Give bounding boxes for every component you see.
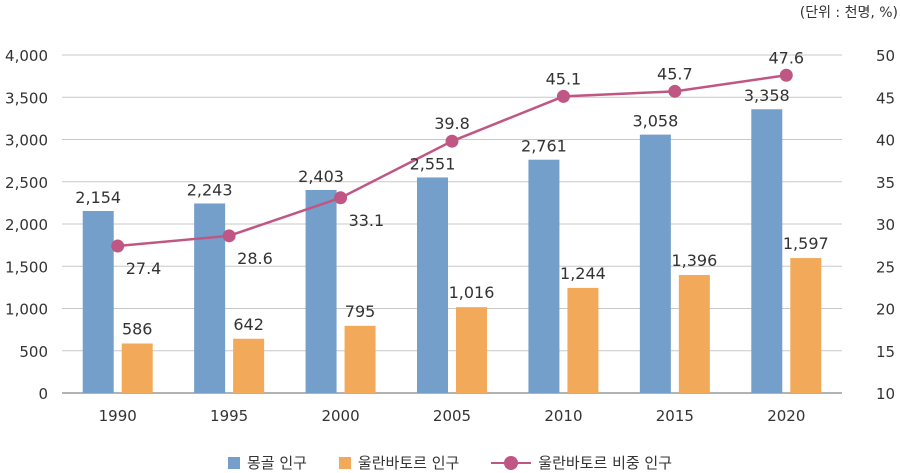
- legend-item-share: 울란바토르 비중 인구: [491, 452, 672, 473]
- data-label-share: 39.8: [434, 114, 470, 133]
- x-tick-label: 1990: [99, 407, 137, 425]
- bar-ulaanbaatar: [233, 338, 265, 393]
- y-right-tick-label: 20: [876, 301, 895, 319]
- bar-mongolia: [751, 109, 783, 394]
- legend-swatch-mongolia: [227, 456, 240, 469]
- bar-ulaanbaatar: [344, 325, 376, 393]
- share-point: [334, 191, 348, 205]
- y-left-tick-label: 2,000: [5, 216, 48, 234]
- share-point: [222, 229, 236, 243]
- legend-swatch-share: [491, 455, 532, 470]
- bar-mongolia: [528, 159, 560, 393]
- data-label-mongolia: 2,403: [298, 167, 344, 186]
- y-right-tick-label: 45: [876, 89, 895, 107]
- data-label-ulaanbaatar: 1,396: [671, 251, 717, 270]
- x-tick-label: 2000: [321, 407, 359, 425]
- data-label-share: 27.4: [126, 259, 162, 278]
- bar-ulaanbaatar: [121, 343, 153, 393]
- data-label-ulaanbaatar: 1,597: [783, 234, 829, 253]
- share-point: [556, 89, 570, 103]
- data-label-mongolia: 2,243: [187, 180, 233, 199]
- x-tick-label: 2005: [433, 407, 471, 425]
- y-right-tick-label: 35: [876, 174, 895, 192]
- y-right-tick-label: 15: [876, 343, 895, 361]
- data-label-share: 33.1: [349, 211, 385, 230]
- bar-mongolia: [417, 177, 448, 393]
- y-right-tick-label: 30: [876, 216, 895, 234]
- x-tick-label: 1995: [210, 407, 248, 425]
- unit-note: (단위 : 천명, %): [799, 5, 898, 21]
- data-labels: 2,154 586 2,243 642 2,403 795 2,551 1,016 2,761 1…: [75, 48, 828, 338]
- share-point: [668, 84, 682, 98]
- legend-item-ulaanbaatar: 울란바토르 인구: [338, 452, 460, 473]
- chart: 0 500 1,000 1,500 2,000 2,500 3,000 3,500 4,000 1…: [5, 47, 895, 425]
- data-label-share: 45.7: [657, 64, 693, 83]
- y-left-tick-label: 2,500: [5, 174, 48, 192]
- legend-swatch-ulaanbaatar: [338, 456, 351, 469]
- x-tick-label: 2015: [656, 407, 694, 425]
- legend-label-ulaanbaatar: 울란바토르 인구: [357, 454, 460, 472]
- x-tick-label: 2010: [544, 407, 582, 425]
- bar-ulaanbaatar: [456, 307, 487, 393]
- y-left-tick-label: 4,000: [5, 47, 48, 65]
- data-label-mongolia: 2,551: [410, 154, 456, 173]
- y-right-tick-label: 10: [876, 385, 895, 403]
- data-label-ulaanbaatar: 1,244: [560, 264, 606, 283]
- y-right-tick-label: 40: [876, 132, 895, 150]
- share-point: [111, 239, 125, 253]
- data-label-mongolia: 3,058: [632, 112, 678, 131]
- bar-ulaanbaatar: [790, 258, 822, 393]
- y-left-tick-label: 500: [19, 343, 48, 361]
- bar-mongolia: [82, 210, 114, 393]
- bar-mongolia: [305, 189, 337, 393]
- y-left-tick-label: 1,000: [5, 301, 48, 319]
- y-left-tick-label: 3,000: [5, 132, 48, 150]
- legend-label-mongolia: 몽골 인구: [246, 454, 307, 472]
- data-label-mongolia: 2,154: [75, 188, 121, 207]
- bars: [82, 109, 822, 394]
- bar-mongolia: [639, 134, 671, 393]
- y-left-tick-label: 3,500: [5, 89, 48, 107]
- data-label-share: 47.6: [768, 48, 804, 67]
- share-point: [779, 68, 793, 82]
- share-point: [445, 134, 459, 148]
- legend-item-mongolia: 몽골 인구: [227, 452, 307, 473]
- y-left-tick-label: 1,500: [5, 258, 48, 276]
- data-label-ulaanbaatar: 586: [122, 319, 153, 338]
- data-label-share: 28.6: [237, 249, 273, 268]
- bar-mongolia: [194, 203, 226, 393]
- data-label-mongolia: 3,358: [744, 86, 790, 105]
- data-label-ulaanbaatar: 795: [345, 302, 376, 321]
- data-label-ulaanbaatar: 642: [233, 315, 264, 334]
- grid-lines: [62, 54, 842, 352]
- x-tick-label: 2020: [767, 407, 805, 425]
- data-label-ulaanbaatar: 1,016: [449, 283, 495, 302]
- bar-ulaanbaatar: [567, 287, 599, 393]
- share-line: [111, 68, 793, 253]
- data-label-mongolia: 2,761: [521, 137, 567, 156]
- data-label-share: 45.1: [546, 69, 582, 88]
- y-left-tick-label: 0: [38, 385, 48, 403]
- legend: 몽골 인구 울란바토르 인구 울란바토르 비중 인구: [0, 452, 900, 473]
- legend-label-share: 울란바토르 비중 인구: [538, 454, 673, 472]
- y-right-tick-label: 25: [876, 258, 895, 276]
- bar-ulaanbaatar: [678, 275, 710, 393]
- axes: 0 500 1,000 1,500 2,000 2,500 3,000 3,500 4,000 1…: [5, 47, 895, 425]
- y-right-tick-label: 50: [876, 47, 895, 65]
